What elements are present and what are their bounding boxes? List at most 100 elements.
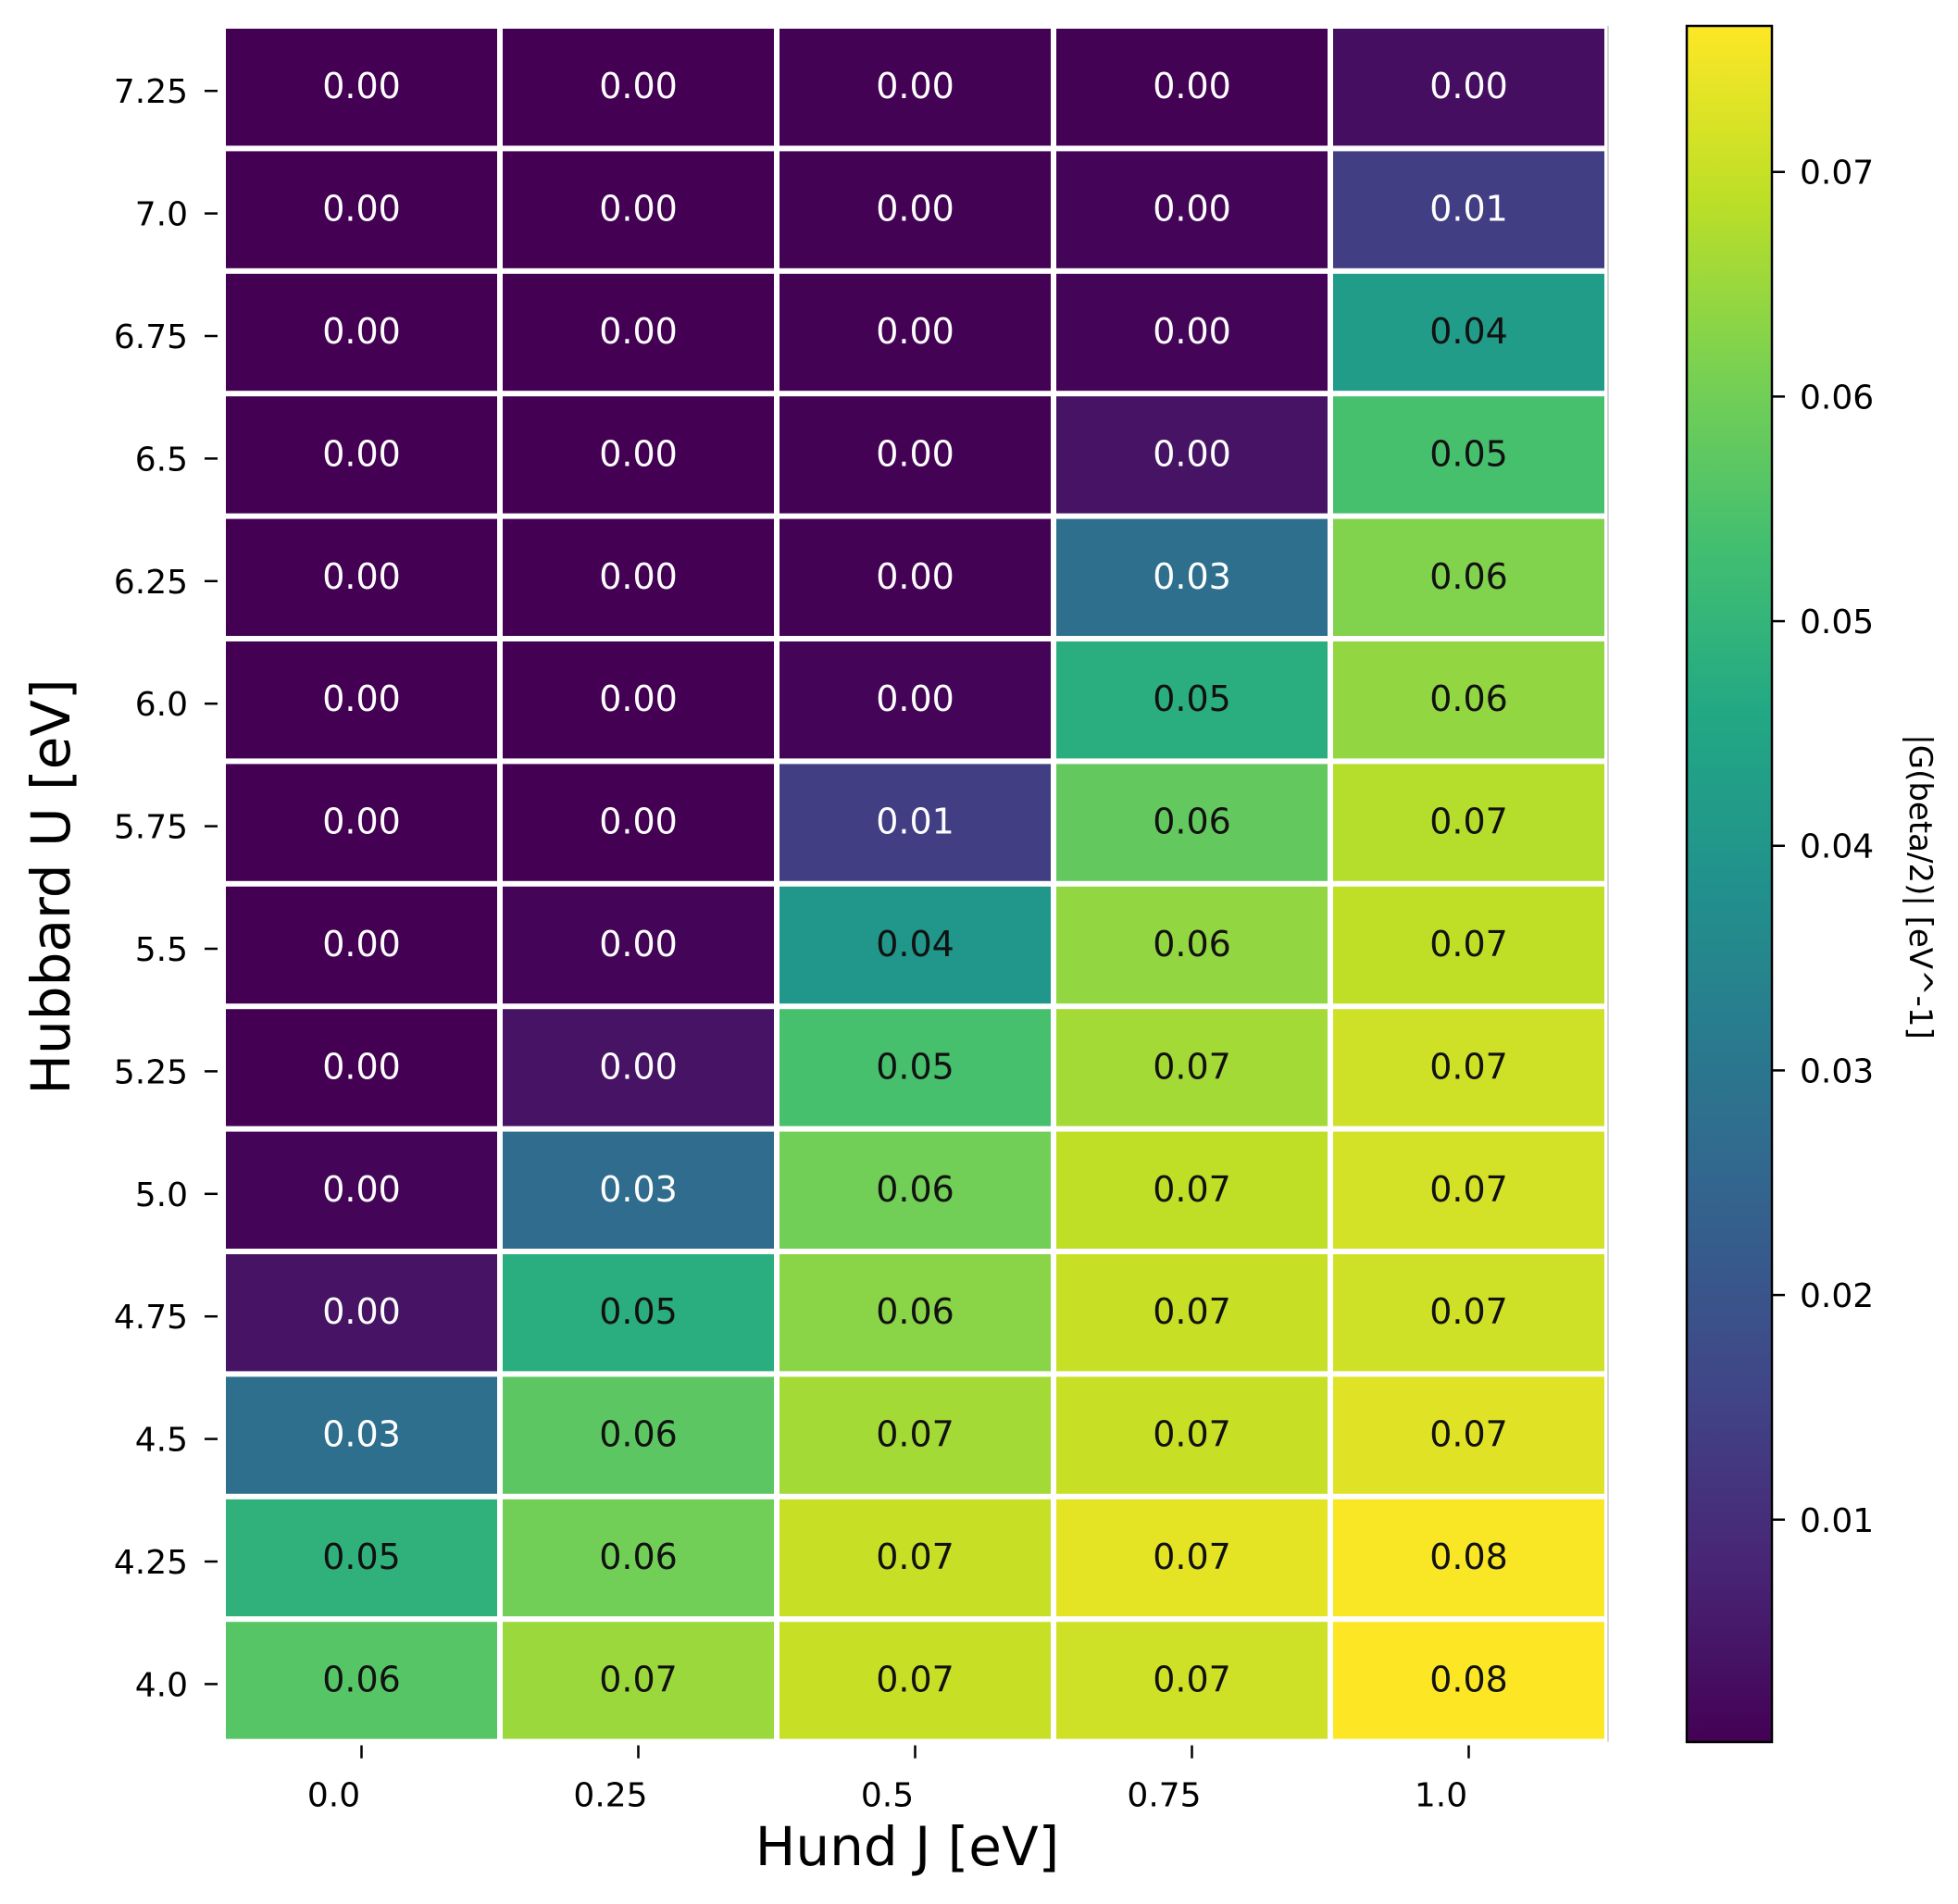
- y-tick-label: 5.5: [135, 931, 188, 969]
- cell-value-label: 0.00: [1153, 66, 1231, 106]
- heatmap-cell: [1333, 151, 1604, 268]
- heatmap-cell: [1333, 1131, 1604, 1249]
- cell-value-label: 0.07: [1153, 1414, 1231, 1455]
- cell-value-label: 0.06: [322, 1659, 401, 1699]
- heatmap-cell: [1333, 1009, 1604, 1126]
- cell-value-label: 0.05: [322, 1537, 401, 1577]
- heatmap-cell: [503, 518, 774, 636]
- cell-value-label: 0.07: [1429, 1291, 1508, 1332]
- y-tick-label: 4.25: [114, 1544, 188, 1582]
- cell-value-label: 0.00: [599, 556, 678, 597]
- cell-value-label: 0.00: [322, 66, 401, 106]
- heatmap-cell: [1333, 1499, 1604, 1617]
- cell-value-label: 0.00: [322, 433, 401, 474]
- cell-value-label: 0.00: [599, 924, 678, 964]
- cell-value-label: 0.00: [322, 189, 401, 230]
- heatmap-cell: [226, 1009, 497, 1126]
- colorbar-tick-label: 0.02: [1800, 1277, 1874, 1315]
- heatmap-cell: [1333, 1254, 1604, 1372]
- cell-value-label: 0.06: [1153, 924, 1231, 964]
- heatmap-cell: [226, 396, 497, 514]
- heatmap-cell: [1056, 273, 1328, 392]
- cell-value-label: 0.01: [876, 802, 954, 842]
- colorbar-tick-label: 0.03: [1800, 1052, 1874, 1090]
- heatmap-cell: [1333, 396, 1604, 514]
- cell-value-label: 0.06: [1429, 556, 1508, 597]
- cell-value-label: 0.07: [876, 1414, 954, 1455]
- heatmap-cell: [503, 764, 774, 881]
- cell-value-label: 0.07: [876, 1659, 954, 1699]
- cell-value-label: 0.00: [876, 678, 954, 719]
- heatmap-cell: [1333, 1376, 1604, 1494]
- heatmap-cell: [226, 518, 497, 636]
- cell-value-label: 0.00: [322, 1169, 401, 1210]
- colorbar-label: |G(beta/2)| [eV^-1]: [1902, 734, 1939, 1039]
- cell-value-label: 0.03: [322, 1414, 401, 1455]
- heatmap-cell: [779, 1131, 1051, 1249]
- cell-value-label: 0.00: [322, 1046, 401, 1087]
- heatmap-cell: [779, 886, 1051, 1004]
- colorbar-tick-label: 0.01: [1800, 1502, 1874, 1540]
- heatmap-cell: [226, 886, 497, 1004]
- colorbar-tick-label: 0.06: [1800, 379, 1874, 417]
- heatmap-cell: [503, 1622, 774, 1739]
- heatmap-cell: [1333, 1622, 1604, 1739]
- y-tick-label: 5.0: [135, 1176, 188, 1214]
- cell-value-label: 0.00: [1153, 189, 1231, 230]
- cell-value-label: 0.04: [876, 924, 954, 964]
- heatmap-cell: [779, 273, 1051, 392]
- y-tick-label: 5.75: [114, 809, 188, 847]
- heatmap-cell: [1056, 1131, 1328, 1249]
- heatmap-cell: [1333, 518, 1604, 636]
- y-tick-label: 4.0: [135, 1666, 188, 1704]
- cell-value-label: 0.00: [599, 189, 678, 230]
- heatmap-cell-labels: 0.00 0.00 0.00 0.00 0.00 0.00 0.00 0.00 0.00 0.01…: [322, 66, 1508, 1699]
- y-tick-label: 7.25: [114, 73, 188, 111]
- cell-value-label: 0.00: [599, 802, 678, 842]
- cell-value-label: 0.00: [876, 189, 954, 230]
- heatmap-cell: [503, 1376, 774, 1494]
- y-tick-label: 7.0: [135, 196, 188, 234]
- heatmap-cell: [226, 764, 497, 881]
- cell-value-label: 0.05: [876, 1046, 954, 1087]
- heatmap-cell: [1056, 641, 1328, 759]
- y-tick-label: 5.25: [114, 1053, 188, 1091]
- heatmap-cell: [1056, 518, 1328, 636]
- heatmap-cell: [1333, 273, 1604, 392]
- heatmap-cell: [503, 1131, 774, 1249]
- y-axis: 7.25 7.0 6.75 6.5 6.25 6.0 5.75 5.5 5.25 5.0 4.75 4…: [114, 26, 1609, 1742]
- heatmap-cell: [1333, 641, 1604, 759]
- colorbar-tick-label: 0.05: [1800, 604, 1874, 641]
- heatmap-cell: [503, 1254, 774, 1372]
- cell-value-label: 0.07: [1153, 1291, 1231, 1332]
- cell-value-label: 0.06: [876, 1291, 954, 1332]
- colorbar: 0.01 0.02 0.03 0.04 0.05 0.06 0.07 |G(beta/2)|…: [1685, 24, 1939, 1744]
- heatmap-cell: [503, 1499, 774, 1617]
- cell-value-label: 0.07: [1429, 1169, 1508, 1210]
- heatmap-cell: [226, 151, 497, 268]
- cell-value-label: 0.03: [1153, 556, 1231, 597]
- cell-value-label: 0.07: [1429, 1414, 1508, 1455]
- cell-value-label: 0.07: [1153, 1169, 1231, 1210]
- heatmap-cell: [226, 1622, 497, 1739]
- cell-value-label: 0.00: [322, 678, 401, 719]
- cell-value-label: 0.03: [599, 1169, 678, 1210]
- heatmap-cell: [1056, 151, 1328, 268]
- heatmap-cell: [226, 273, 497, 392]
- heatmap-cell: [1056, 1499, 1328, 1617]
- heatmap-cell: [1056, 29, 1328, 146]
- x-axis-title: Hund J [eV]: [755, 1815, 1060, 1878]
- heatmap-cell: [779, 1254, 1051, 1372]
- heatmap-cell: [503, 29, 774, 146]
- heatmap-cell: [503, 886, 774, 1004]
- cell-value-label: 0.05: [1153, 678, 1231, 719]
- cell-value-label: 0.08: [1429, 1537, 1508, 1577]
- y-tick-label: 6.75: [114, 318, 188, 356]
- cell-value-label: 0.06: [1429, 678, 1508, 719]
- heatmap-cell: [1056, 886, 1328, 1004]
- colorbar-gradient: [1685, 24, 1774, 1744]
- heatmap-cell: [1056, 1009, 1328, 1126]
- heatmap-cell: [1056, 1622, 1328, 1739]
- y-tick-label: 6.25: [114, 564, 188, 602]
- heatmap-cell: [779, 1499, 1051, 1617]
